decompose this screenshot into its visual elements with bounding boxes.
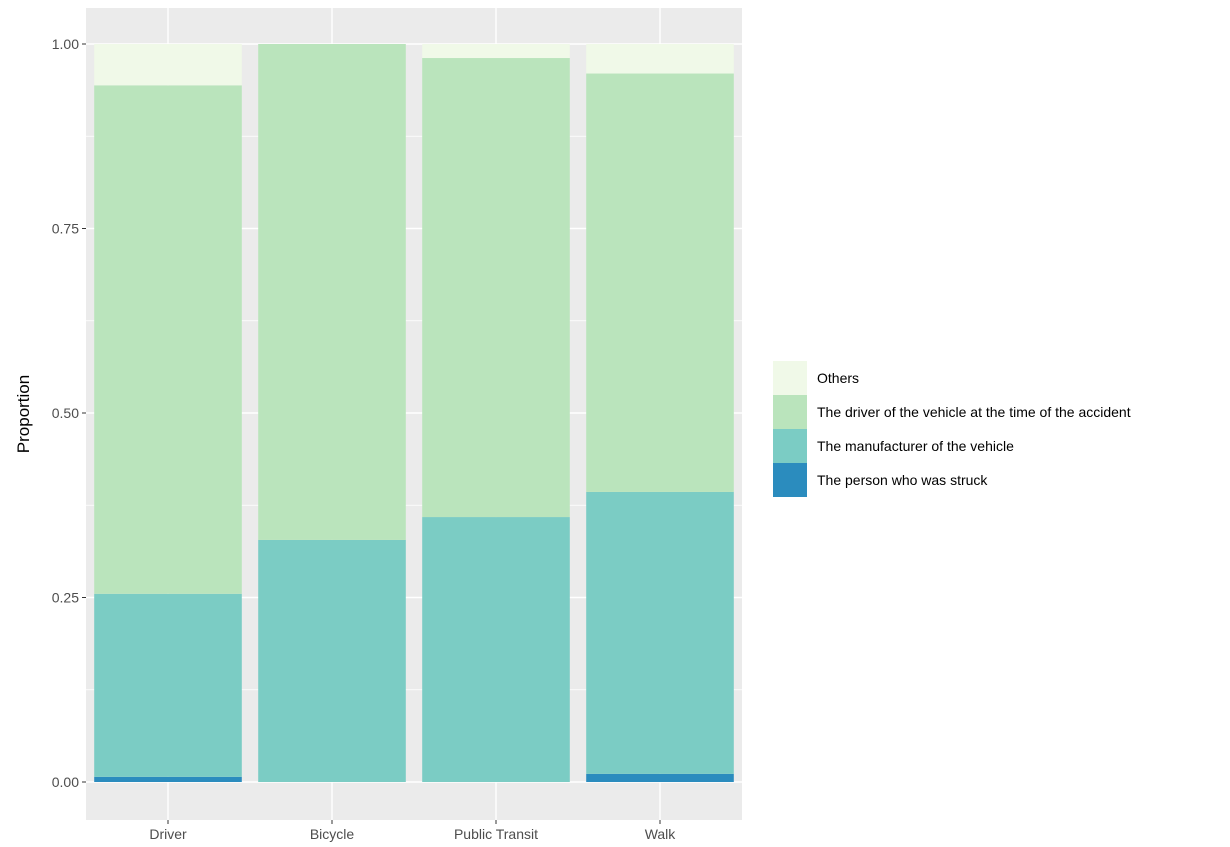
y-axis: 0.00 0.25 0.50 0.75 1.00	[52, 36, 86, 790]
legend-key	[773, 395, 807, 429]
legend-key	[773, 429, 807, 463]
legend-label: The manufacturer of the vehicle	[817, 438, 1014, 454]
bar-segment	[258, 44, 406, 540]
y-tick-label: 0.25	[52, 590, 79, 606]
y-axis-title: Proportion	[14, 375, 33, 453]
legend-key	[773, 463, 807, 497]
bar-segment	[94, 85, 242, 594]
bar-segment	[94, 593, 242, 777]
bars	[94, 44, 734, 782]
bar-segment	[586, 773, 734, 782]
x-tick-label: Walk	[645, 826, 677, 842]
bar-segment	[586, 44, 734, 74]
x-axis: Driver Bicycle Public Transit Walk	[149, 820, 676, 842]
x-tick-label: Driver	[149, 826, 187, 842]
bar-segment	[586, 73, 734, 492]
legend-label: The person who was struck	[817, 472, 988, 488]
bar-segment	[586, 491, 734, 774]
x-tick-label: Bicycle	[310, 826, 355, 842]
legend: Others The driver of the vehicle at the t…	[773, 361, 1131, 497]
bar-segment	[94, 776, 242, 782]
legend-key	[773, 361, 807, 395]
bar-segment	[258, 539, 406, 782]
bar-segment	[422, 58, 570, 518]
bar-segment	[94, 44, 242, 86]
y-tick-label: 0.75	[52, 221, 79, 237]
bar-segment	[422, 517, 570, 782]
y-tick-label: 0.00	[52, 774, 79, 790]
bar-segment	[422, 44, 570, 59]
x-tick-label: Public Transit	[454, 826, 538, 842]
legend-label: Others	[817, 370, 859, 386]
y-tick-label: 1.00	[52, 36, 79, 52]
legend-label: The driver of the vehicle at the time of…	[817, 404, 1131, 420]
y-tick-label: 0.50	[52, 405, 79, 421]
